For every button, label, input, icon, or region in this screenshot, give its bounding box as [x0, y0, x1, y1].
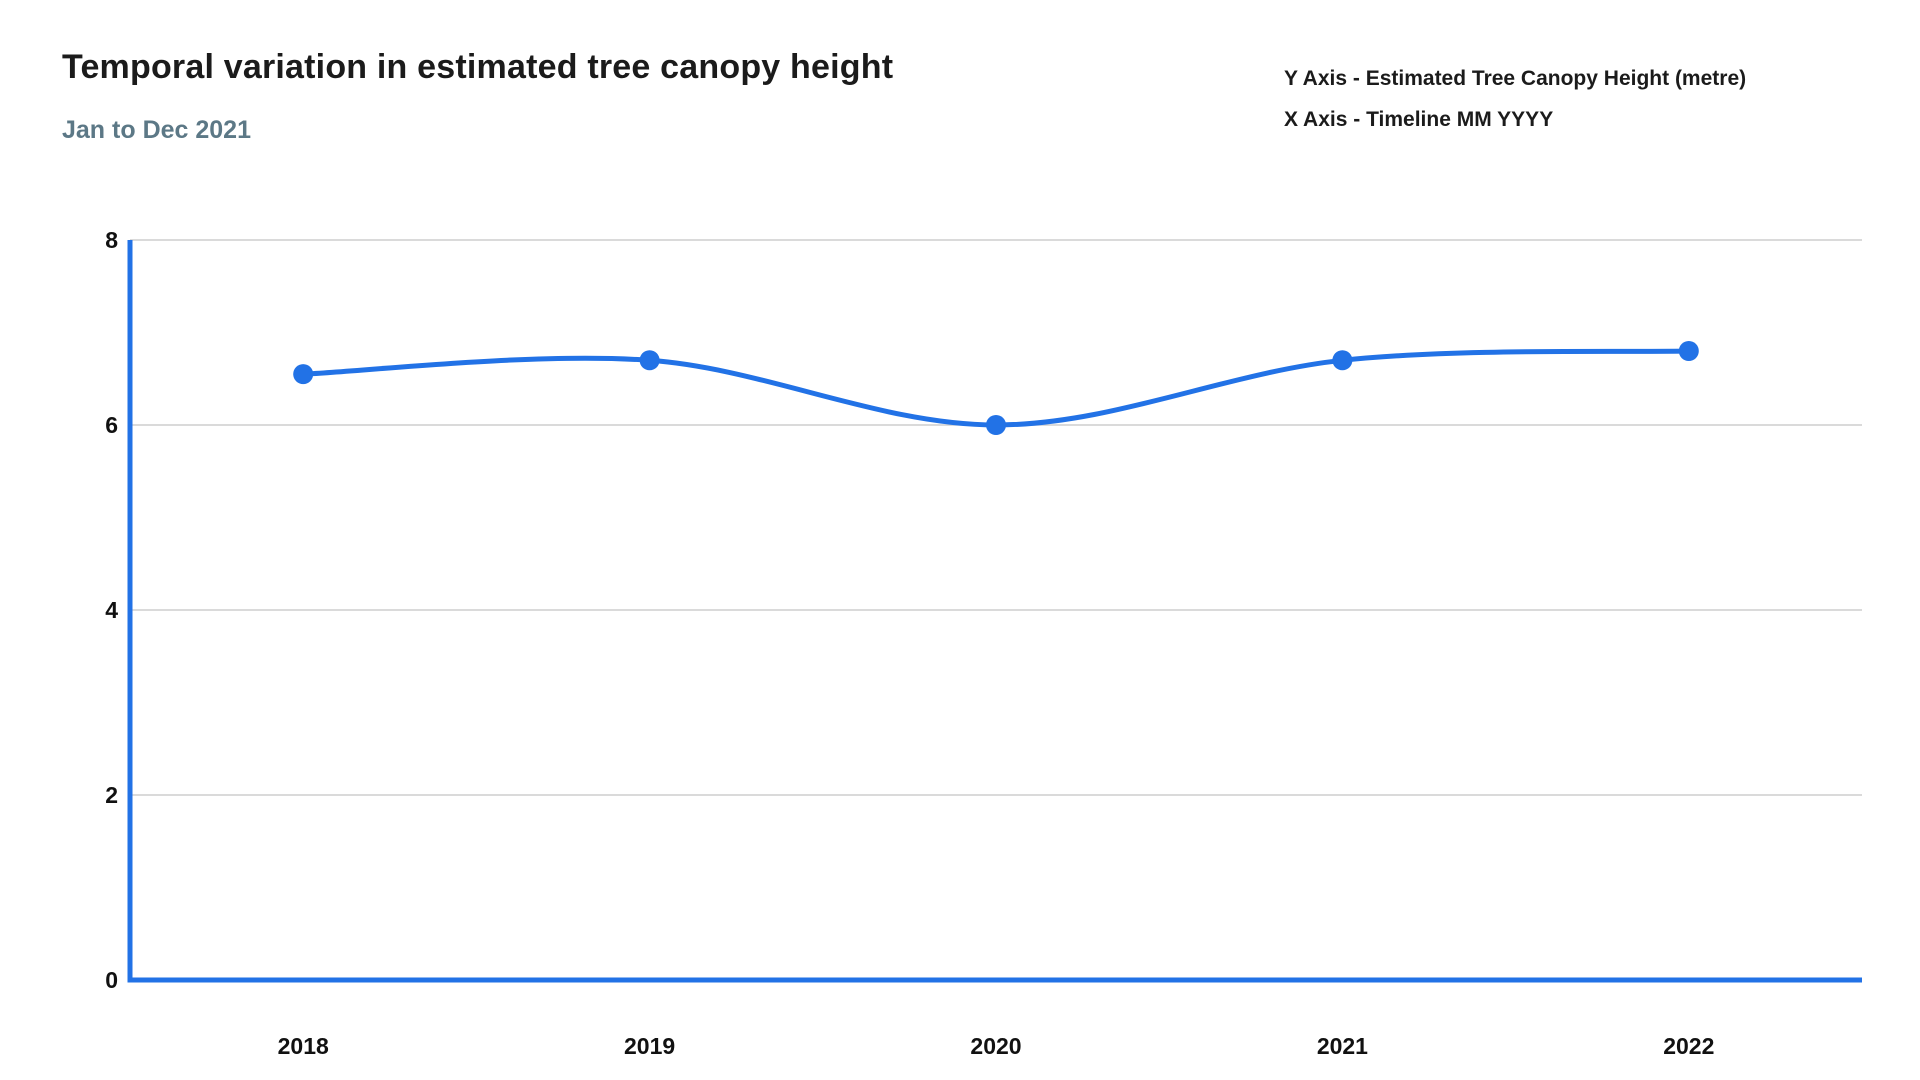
series-line — [300, 348, 1692, 428]
chart-title: Temporal variation in estimated tree can… — [62, 48, 894, 86]
x-tick-label: 2019 — [624, 1033, 675, 1059]
y-tick-label: 6 — [105, 412, 118, 438]
y-tick-label: 0 — [105, 967, 118, 993]
data-point — [639, 350, 660, 371]
x-tick-label: 2018 — [278, 1033, 329, 1059]
data-point — [293, 364, 314, 385]
y-axis-note: Y Axis - Estimated Tree Canopy Height (m… — [1284, 67, 1747, 90]
x-tick-label: 2022 — [1663, 1033, 1714, 1059]
x-tick-label: 2020 — [970, 1033, 1021, 1059]
chart-subtitle: Jan to Dec 2021 — [62, 116, 251, 144]
y-tick-label: 2 — [105, 782, 118, 808]
data-point — [1332, 350, 1353, 371]
axis-notes: Y Axis - Estimated Tree Canopy Height (m… — [1284, 58, 1746, 140]
x-tick-label: 2021 — [1317, 1033, 1368, 1059]
x-axis-note: X Axis - Timeline MM YYYY — [1284, 108, 1554, 131]
y-tick-label: 8 — [105, 227, 118, 253]
y-tick-label: 4 — [105, 597, 118, 623]
data-point — [986, 415, 1006, 435]
data-point — [1678, 341, 1699, 361]
